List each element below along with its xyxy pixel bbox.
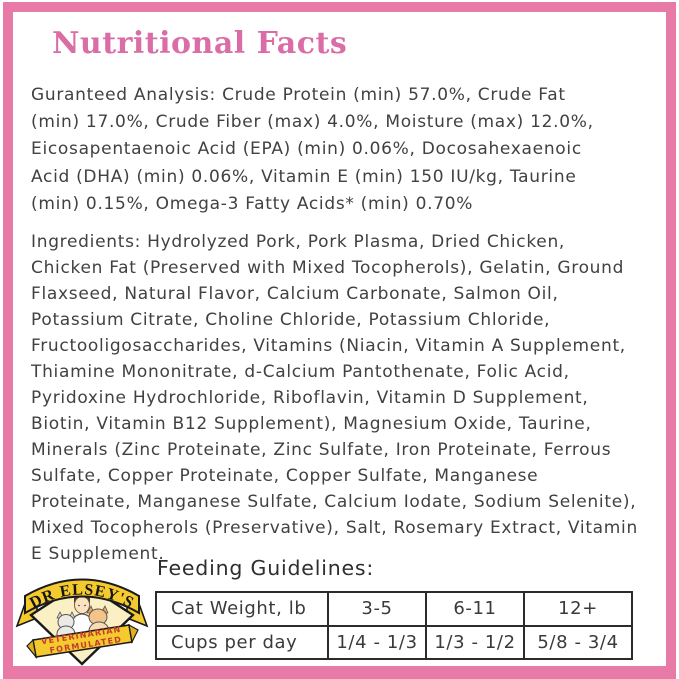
cell-weight-range-1: 3-5 — [327, 591, 427, 627]
dr-elseys-logo: DR ELSEY'S VETERINARIAN FORMULATED — [15, 568, 149, 666]
cell-cups-range-1: 1/4 - 1/3 — [327, 624, 427, 660]
cell-weight-range-3: 12+ — [523, 591, 633, 627]
pink-border-frame — [3, 2, 676, 679]
cell-weight-range-2: 6-11 — [425, 591, 525, 627]
page-title: Nutritional Facts — [52, 26, 348, 61]
feeding-guidelines-table: Cat Weight, lb 3-5 6-11 12+ Cups per day… — [155, 591, 633, 660]
table-row-cups-per-day: Cups per day 1/4 - 1/3 1/3 - 1/2 5/8 - 3… — [155, 624, 633, 660]
cell-cat-weight-label: Cat Weight, lb — [155, 591, 329, 627]
dr-elseys-logo-graphic: DR ELSEY'S VETERINARIAN FORMULATED — [15, 578, 149, 666]
brand-banner-icon — [24, 578, 140, 615]
ingredients-text: Ingredients: Hydrolyzed Pork, Pork Plasm… — [31, 232, 638, 564]
cell-cups-range-3: 5/8 - 3/4 — [523, 624, 633, 660]
cell-cups-range-2: 1/3 - 1/2 — [425, 624, 525, 660]
feeding-guidelines-heading: Feeding Guidelines: — [157, 556, 375, 580]
table-row-cat-weight: Cat Weight, lb 3-5 6-11 12+ — [155, 591, 633, 627]
cell-cups-label: Cups per day — [155, 624, 329, 660]
guaranteed-analysis-text: Guranteed Analysis: Crude Protein (min) … — [31, 85, 594, 214]
tagline-ribbon-icon — [26, 623, 139, 660]
